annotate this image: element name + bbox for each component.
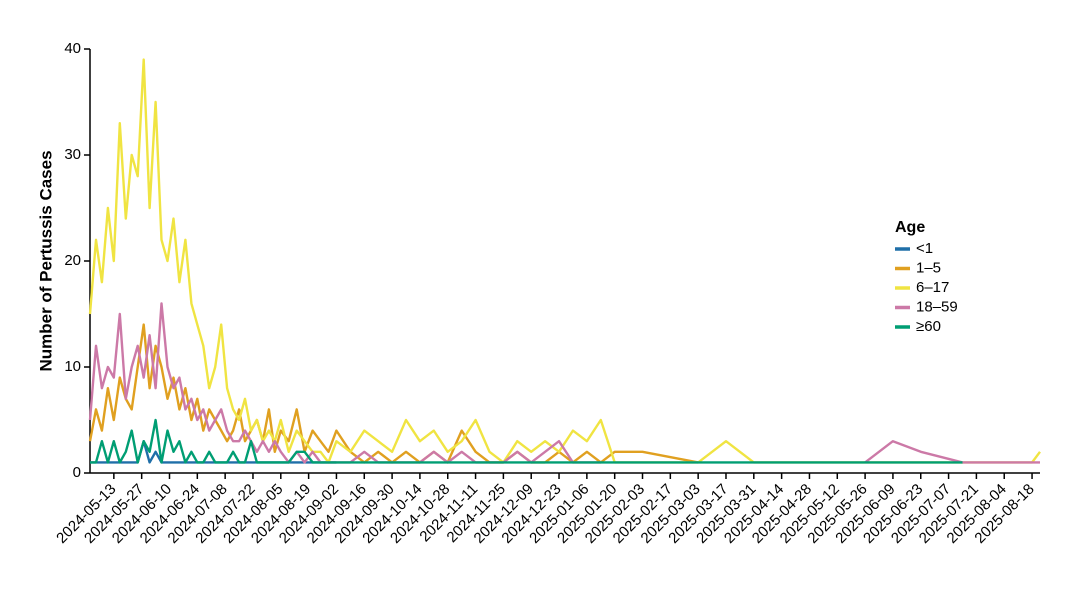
series-line xyxy=(90,418,963,464)
legend-title: Age xyxy=(895,219,925,236)
y-tick-label: 0 xyxy=(73,464,81,481)
legend-label: <1 xyxy=(916,240,933,257)
y-tick-label: 30 xyxy=(64,146,81,163)
series-line xyxy=(88,302,1040,464)
legend-label: 18–59 xyxy=(916,298,958,315)
legend-label: 1–5 xyxy=(916,259,941,276)
y-axis-title: Number of Pertussis Cases xyxy=(36,150,55,371)
legend-label: 6–17 xyxy=(916,279,949,296)
y-tick-label: 10 xyxy=(64,358,81,375)
series-line xyxy=(88,58,1041,464)
y-tick-label: 20 xyxy=(64,252,81,269)
legend-label: ≥60 xyxy=(916,318,941,335)
y-tick-label: 40 xyxy=(64,40,81,57)
